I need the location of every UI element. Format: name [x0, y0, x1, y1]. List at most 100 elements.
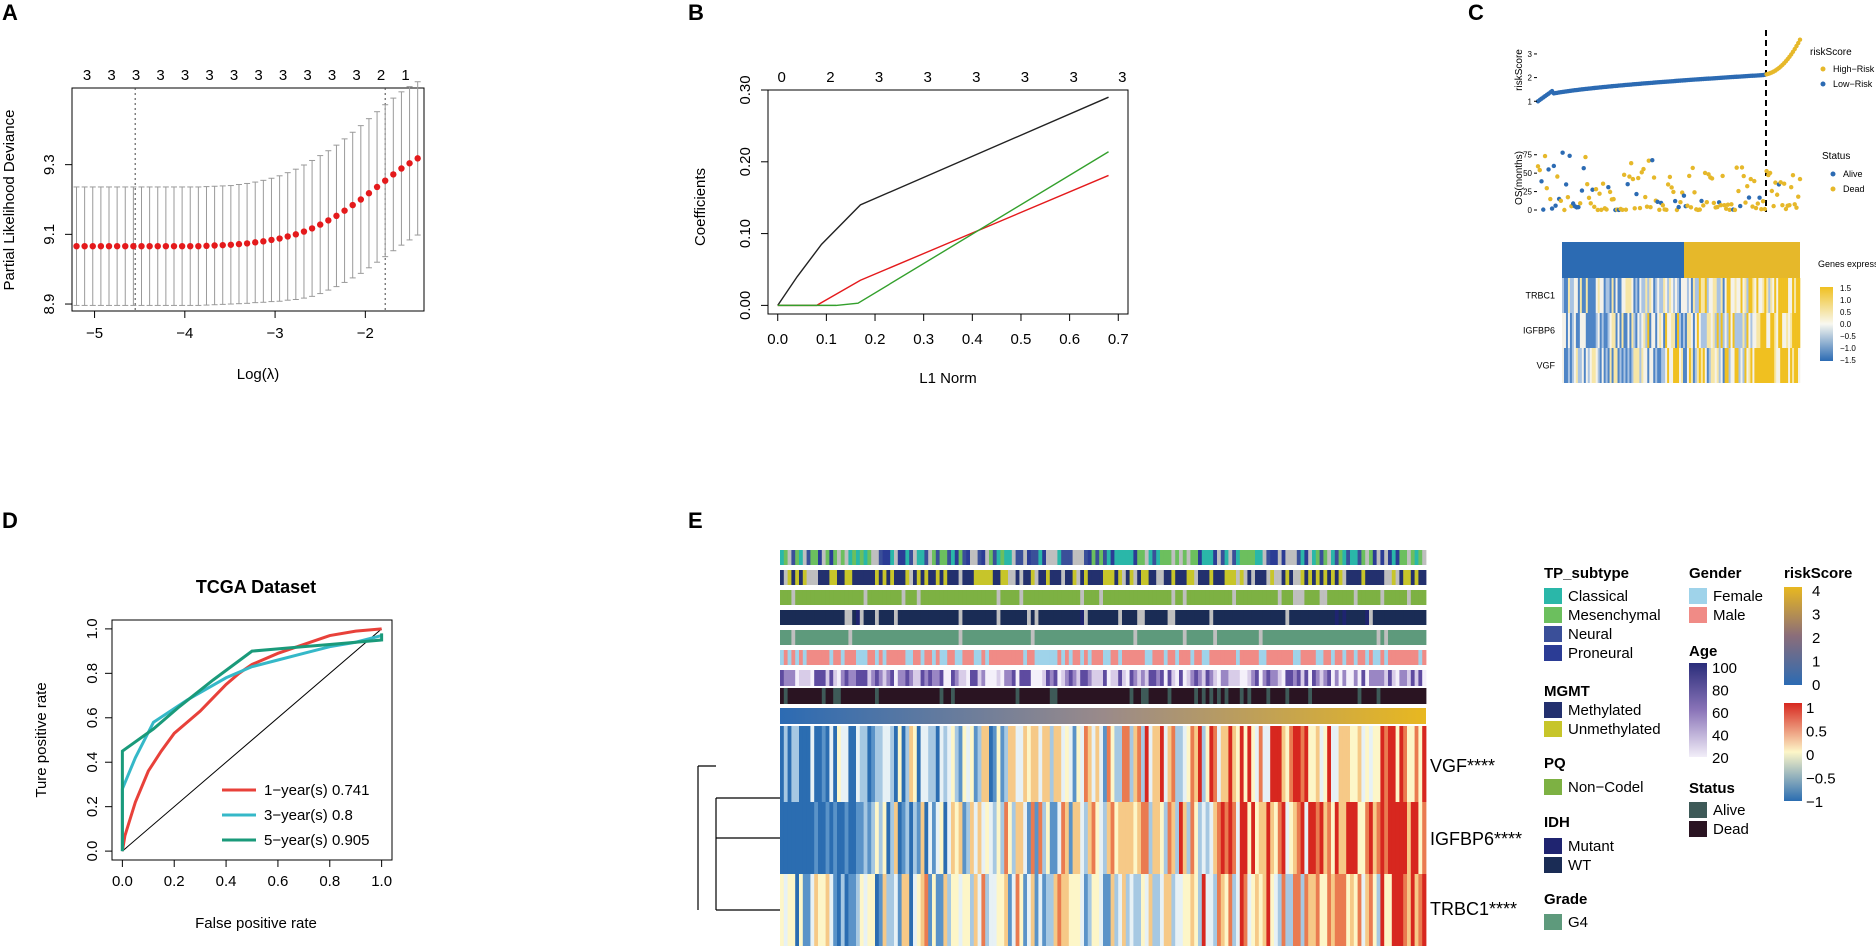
- e-track-grade-cell: [1011, 630, 1016, 645]
- e-heat-cell: [1281, 802, 1286, 874]
- e-heat-cell: [837, 802, 842, 874]
- e-track-tp-subtype-cell: [1262, 550, 1267, 565]
- e-track-age-cell: [1053, 670, 1058, 686]
- c-os-point: [1655, 199, 1660, 205]
- c-heat-cell: [1587, 313, 1591, 348]
- c-heat-cell: [1615, 278, 1618, 313]
- e-track-gender-cell: [1399, 650, 1404, 665]
- e-track-tp-subtype-cell: [1057, 550, 1062, 565]
- d-roc-curve-1: [120, 627, 382, 852]
- c-heat-cell: [1651, 278, 1654, 313]
- e-track-mgmt-cell: [905, 570, 910, 585]
- e-heat-cell: [1205, 726, 1210, 802]
- e-track-tp-subtype-cell: [1258, 550, 1263, 565]
- e-heat-cell: [992, 726, 997, 802]
- e-track-pq-cell: [1274, 590, 1279, 605]
- e-track-idh-cell: [1304, 610, 1309, 625]
- e-heat-cell: [1209, 874, 1214, 946]
- e-heat-cell: [1190, 874, 1195, 946]
- c-scale-tick: 1.5: [1840, 284, 1852, 293]
- e-track-gender-cell: [909, 650, 914, 665]
- a-deviance-point: [122, 242, 129, 250]
- e-track-status-cell: [1114, 688, 1119, 704]
- e-track-idh-cell: [1186, 610, 1191, 625]
- e-heat-cell: [859, 802, 864, 874]
- e-track-tp-subtype-cell: [1084, 550, 1089, 565]
- c-heat-cell: [1639, 348, 1642, 383]
- e-track-status-cell: [1308, 688, 1313, 704]
- e-track-idh-cell: [1357, 610, 1362, 625]
- e-track-pq-cell: [787, 590, 792, 605]
- e-heat-cell: [1407, 802, 1412, 874]
- c-heat-cell: [1748, 348, 1751, 383]
- e-track-age-cell: [928, 670, 933, 686]
- e-track-grade-cell: [1160, 630, 1165, 645]
- c-os-point: [1789, 184, 1794, 190]
- panel-c-risk-ylabel: riskScore: [1514, 49, 1525, 91]
- c-heat-cell: [1663, 348, 1666, 383]
- c-os-point: [1755, 201, 1760, 206]
- c-heat-cell: [1575, 278, 1579, 313]
- e-track-age-cell: [1057, 670, 1062, 686]
- e-track-mgmt-cell: [1384, 570, 1389, 585]
- c-heat-cell: [1595, 278, 1598, 313]
- c-heat-cell: [1615, 348, 1618, 383]
- e-track-tp-subtype-cell: [1410, 550, 1415, 565]
- e-track-grade-cell: [1129, 630, 1134, 645]
- a-ytick-label: 8.9: [41, 294, 58, 315]
- e-track-gender-cell: [871, 650, 876, 665]
- e-heat-cell: [1247, 726, 1252, 802]
- e-track-status-cell: [996, 688, 1001, 704]
- c-heat-cell: [1673, 348, 1676, 383]
- c-heat-cell: [1661, 348, 1664, 383]
- e-track-gender-cell: [1042, 650, 1047, 665]
- c-heat-cell: [1637, 278, 1640, 313]
- e-track-idh-cell: [1384, 610, 1389, 625]
- e-track-age-cell: [905, 670, 910, 686]
- e-track-age-cell: [981, 670, 986, 686]
- e-track-status-cell: [1042, 688, 1047, 704]
- e-age-tick: 100: [1712, 660, 1737, 677]
- e-track-grade-cell: [1068, 630, 1073, 645]
- e-track-status-cell: [837, 688, 842, 704]
- c-heat-cell: [1633, 348, 1636, 383]
- e-heat-cell: [1194, 874, 1199, 946]
- e-track-age-cell: [920, 670, 925, 686]
- c-heat-cell: [1659, 278, 1662, 313]
- panel-b-coef-path: L1 Norm Coefficients 0.0 0.1 0.2 0.3 0.4 0.5 0…: [692, 69, 1129, 387]
- c-heat-cell: [1571, 348, 1575, 383]
- e-track-pq-cell: [844, 590, 849, 605]
- e-heat-cell: [1011, 726, 1016, 802]
- e-track-status-cell: [867, 688, 872, 704]
- e-track-mgmt-cell: [966, 570, 971, 585]
- c-risk-ytick: 3: [1528, 50, 1533, 59]
- c-os-point: [1585, 181, 1590, 187]
- e-track-mgmt-cell: [943, 570, 948, 585]
- e-track-tp-subtype-cell: [1270, 550, 1275, 565]
- e-track-idh-cell: [1205, 610, 1210, 625]
- e-track-grade-cell: [1346, 630, 1351, 645]
- e-heat-cell: [943, 874, 948, 946]
- c-heat-cell: [1750, 348, 1753, 383]
- c-os-point: [1563, 182, 1569, 187]
- e-heat-cell: [1095, 874, 1100, 946]
- e-track-age-cell: [780, 670, 785, 686]
- e-heat-cell: [1141, 802, 1146, 874]
- e-track-tp-subtype-cell: [806, 550, 811, 565]
- e-track-mgmt-cell: [913, 570, 918, 585]
- e-heat-cell: [1023, 802, 1028, 874]
- e-track-idh-cell: [1065, 610, 1070, 625]
- e-track-tp-subtype-cell: [1277, 550, 1282, 565]
- e-track-grade-cell: [1076, 630, 1081, 645]
- e-heat-cell: [875, 726, 880, 802]
- b-ytick-label: 0.10: [737, 219, 754, 248]
- e-heat-cell: [1289, 802, 1294, 874]
- c-heat-cell: [1627, 348, 1630, 383]
- e-heat-cell: [1285, 874, 1290, 946]
- e-track-mgmt-cell: [1110, 570, 1115, 585]
- e-track-gender-cell: [970, 650, 975, 665]
- e-track-pq-cell: [1369, 590, 1374, 605]
- e-track-pq-cell: [795, 590, 800, 605]
- e-track-gender-cell: [1414, 650, 1419, 665]
- e-track-status-cell: [1095, 688, 1100, 704]
